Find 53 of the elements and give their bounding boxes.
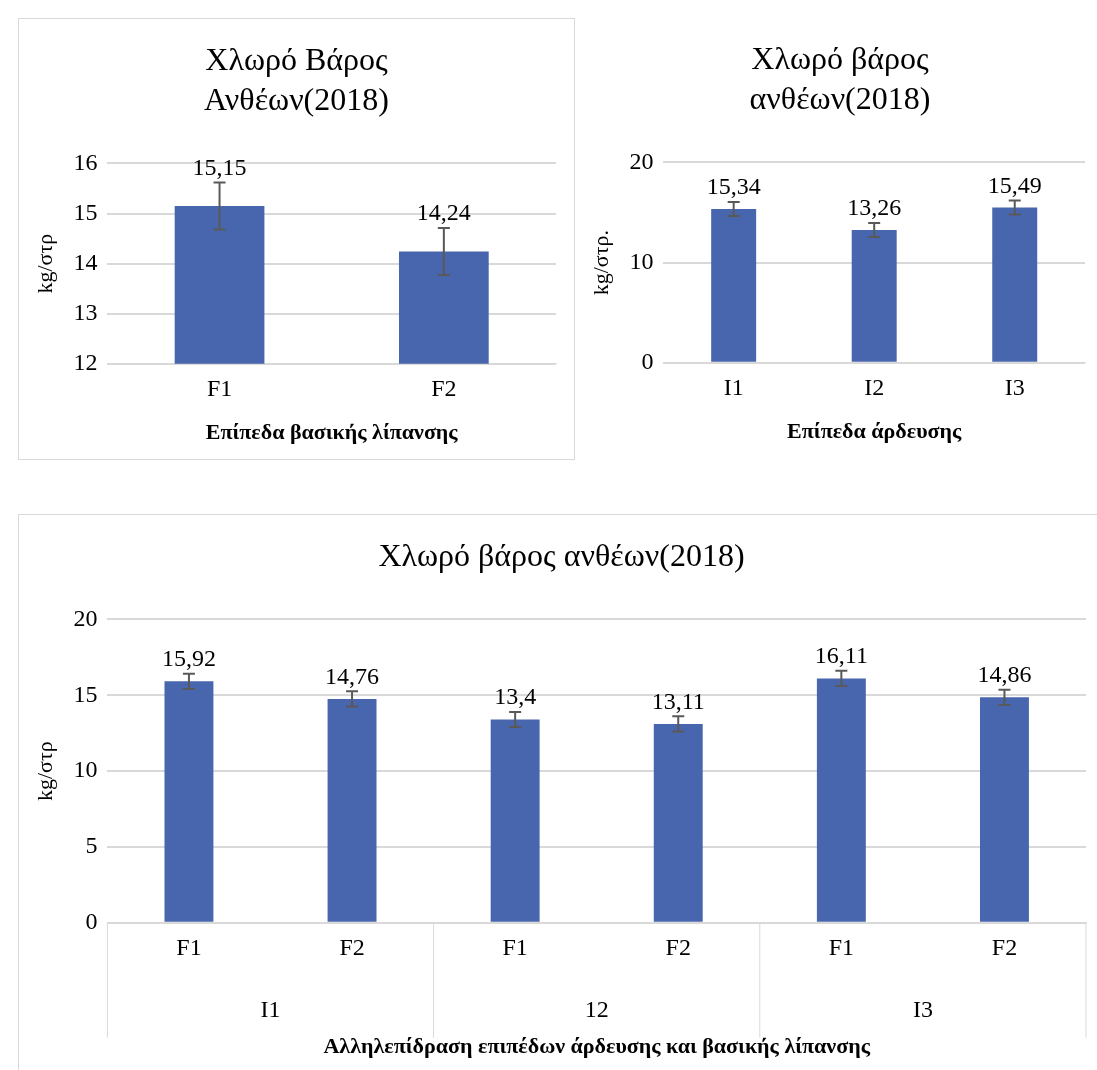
text: 12	[584, 996, 609, 1023]
y-tick-label: 14	[73, 248, 98, 275]
data-label: 14,24	[416, 199, 471, 226]
x-axis-title: Επίπεδα βασικής λίπανσης	[205, 419, 459, 445]
y-tick-label: 5	[85, 832, 98, 859]
y-tick-label: 0	[85, 908, 98, 935]
x-tick-label: F2	[991, 934, 1018, 961]
text: I3	[912, 996, 933, 1023]
x-tick-label: F1	[206, 375, 233, 402]
data-label: 14,86	[977, 661, 1032, 688]
y-tick-label: 15	[73, 680, 98, 707]
x-axis-title: Αλληλεπίδραση επιπέδων άρδευσης και βασικής λίπανσης	[323, 1033, 871, 1059]
x-tick-label: F2	[665, 934, 691, 961]
bar	[979, 697, 1029, 922]
y-tick-label: 20	[73, 604, 98, 631]
data-label: 13,11	[651, 687, 705, 714]
data-label: 14,76	[325, 662, 380, 689]
y-axis-title: kg/στρ	[31, 233, 57, 294]
y-axis-title: kg/στρ	[31, 741, 57, 801]
y-axis-title: kg/στρ.	[587, 229, 613, 296]
chart-title: Χλωρό βάρος ανθέων(2018)	[377, 536, 746, 575]
bar	[490, 719, 540, 922]
x-tick-label: F1	[502, 934, 528, 961]
chart-title: Χλωρό Βάρος Ανθέων(2018)	[203, 40, 390, 119]
y-tick-label: 12	[73, 349, 98, 376]
y-tick-label: 10	[73, 756, 98, 783]
data-label: 16,11	[814, 642, 868, 669]
x-axis-title: Επίπεδα άρδευσης	[787, 418, 963, 444]
y-tick-label: 0	[641, 348, 654, 375]
data-label: 15,34	[706, 173, 761, 200]
x-tick-label: F2	[339, 934, 365, 961]
y-tick-label: 13	[73, 299, 98, 325]
x-tick-label: F2	[431, 375, 457, 402]
data-label: 13,4	[494, 683, 537, 710]
bar	[816, 678, 866, 922]
x-tick-label: I3	[1004, 374, 1025, 401]
x-tick-label: F1	[176, 934, 202, 961]
x-tick-label: I1	[723, 374, 744, 401]
data-label: 15,15	[192, 153, 247, 180]
data-label: 15,92	[161, 645, 216, 672]
y-tick-label: 10	[629, 247, 654, 274]
bar	[164, 681, 214, 922]
chart-title: Χλωρό βάρος ανθέων(2018)	[748, 39, 932, 118]
data-label: 13,26	[847, 194, 902, 221]
text: I1	[260, 996, 281, 1023]
y-tick-label: 15	[73, 198, 98, 225]
y-tick-label: 16	[73, 148, 98, 175]
y-tick-label: 20	[629, 147, 654, 174]
x-tick-label: I2	[864, 374, 885, 401]
bar	[327, 698, 377, 922]
bar	[653, 723, 703, 922]
x-tick-label: F1	[828, 934, 855, 961]
data-label: 15,49	[987, 171, 1042, 198]
